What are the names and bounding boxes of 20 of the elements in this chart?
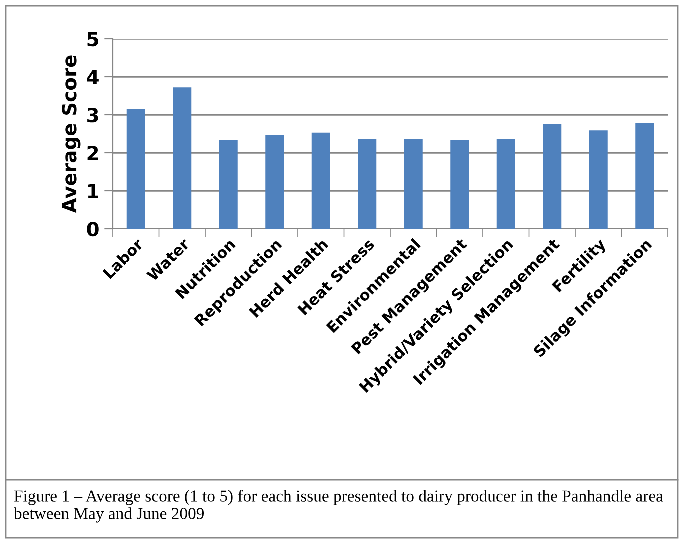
bar [266,135,284,229]
y-tick-label: 4 [87,70,99,84]
y-tick-label: 3 [88,108,98,123]
bar [636,122,654,229]
y-tick-label: 5 [88,32,98,47]
y-axis-title: Average Score [62,56,81,214]
bar [358,139,377,229]
bar [219,140,238,229]
y-tick-label: 0 [87,222,99,237]
bar [404,138,423,229]
y-tick-label: 1 [88,184,98,198]
caption: Figure 1 – Average score (1 to 5) for each issue presented to dairy producer in the Panhandle area between May and June 2009 [14,490,664,523]
bar [589,130,608,229]
bar [450,140,470,229]
bar [173,88,192,229]
bar [543,124,562,229]
bar [126,109,146,229]
bar [312,132,330,229]
y-tick-label: 2 [88,146,98,160]
bar [496,139,516,229]
